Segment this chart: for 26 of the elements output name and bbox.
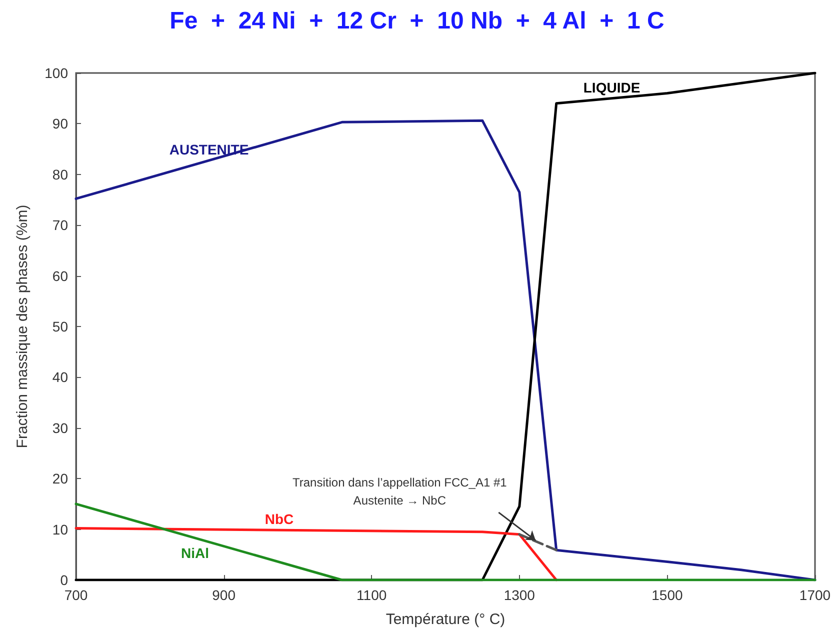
- chart-title: Fe + 24 Ni + 12 Cr + 10 Nb + 4 Al + 1 C: [170, 8, 664, 34]
- y-tick-label: 40: [52, 369, 68, 386]
- x-tick-label: 900: [212, 587, 236, 603]
- x-axis-title: Température (° C): [386, 611, 506, 628]
- y-tick-label: 10: [52, 521, 68, 538]
- y-tick-label: 20: [52, 470, 68, 487]
- x-tick-label: 1300: [504, 587, 536, 603]
- x-tick-label: 1500: [652, 587, 683, 603]
- y-axis-title: Fraction massique des phases (%m): [14, 204, 31, 448]
- y-tick-label: 70: [52, 217, 68, 234]
- line-series: [74, 527, 558, 582]
- series-label: NbC: [264, 511, 294, 528]
- annotation: Transition dans l’appellation FCC_A1 #1 Austenite → NbC: [292, 475, 508, 508]
- y-tick-label: 100: [44, 65, 68, 81]
- y-tick-label: 90: [52, 116, 68, 132]
- series-label: AUSTENITE: [169, 141, 249, 158]
- y-tick-label: 80: [52, 166, 68, 182]
- y-tick-label: 30: [52, 420, 68, 436]
- series-label: NiAl: [181, 544, 210, 561]
- series-label: LIQUIDE: [583, 79, 640, 96]
- y-tick-label: 0: [60, 572, 68, 588]
- y-tick-label: 60: [52, 268, 68, 284]
- x-tick-label: 1100: [356, 587, 387, 603]
- x-tick-label: 1700: [799, 587, 831, 603]
- x-tick-label: 700: [64, 587, 88, 603]
- y-tick-label: 50: [52, 318, 68, 334]
